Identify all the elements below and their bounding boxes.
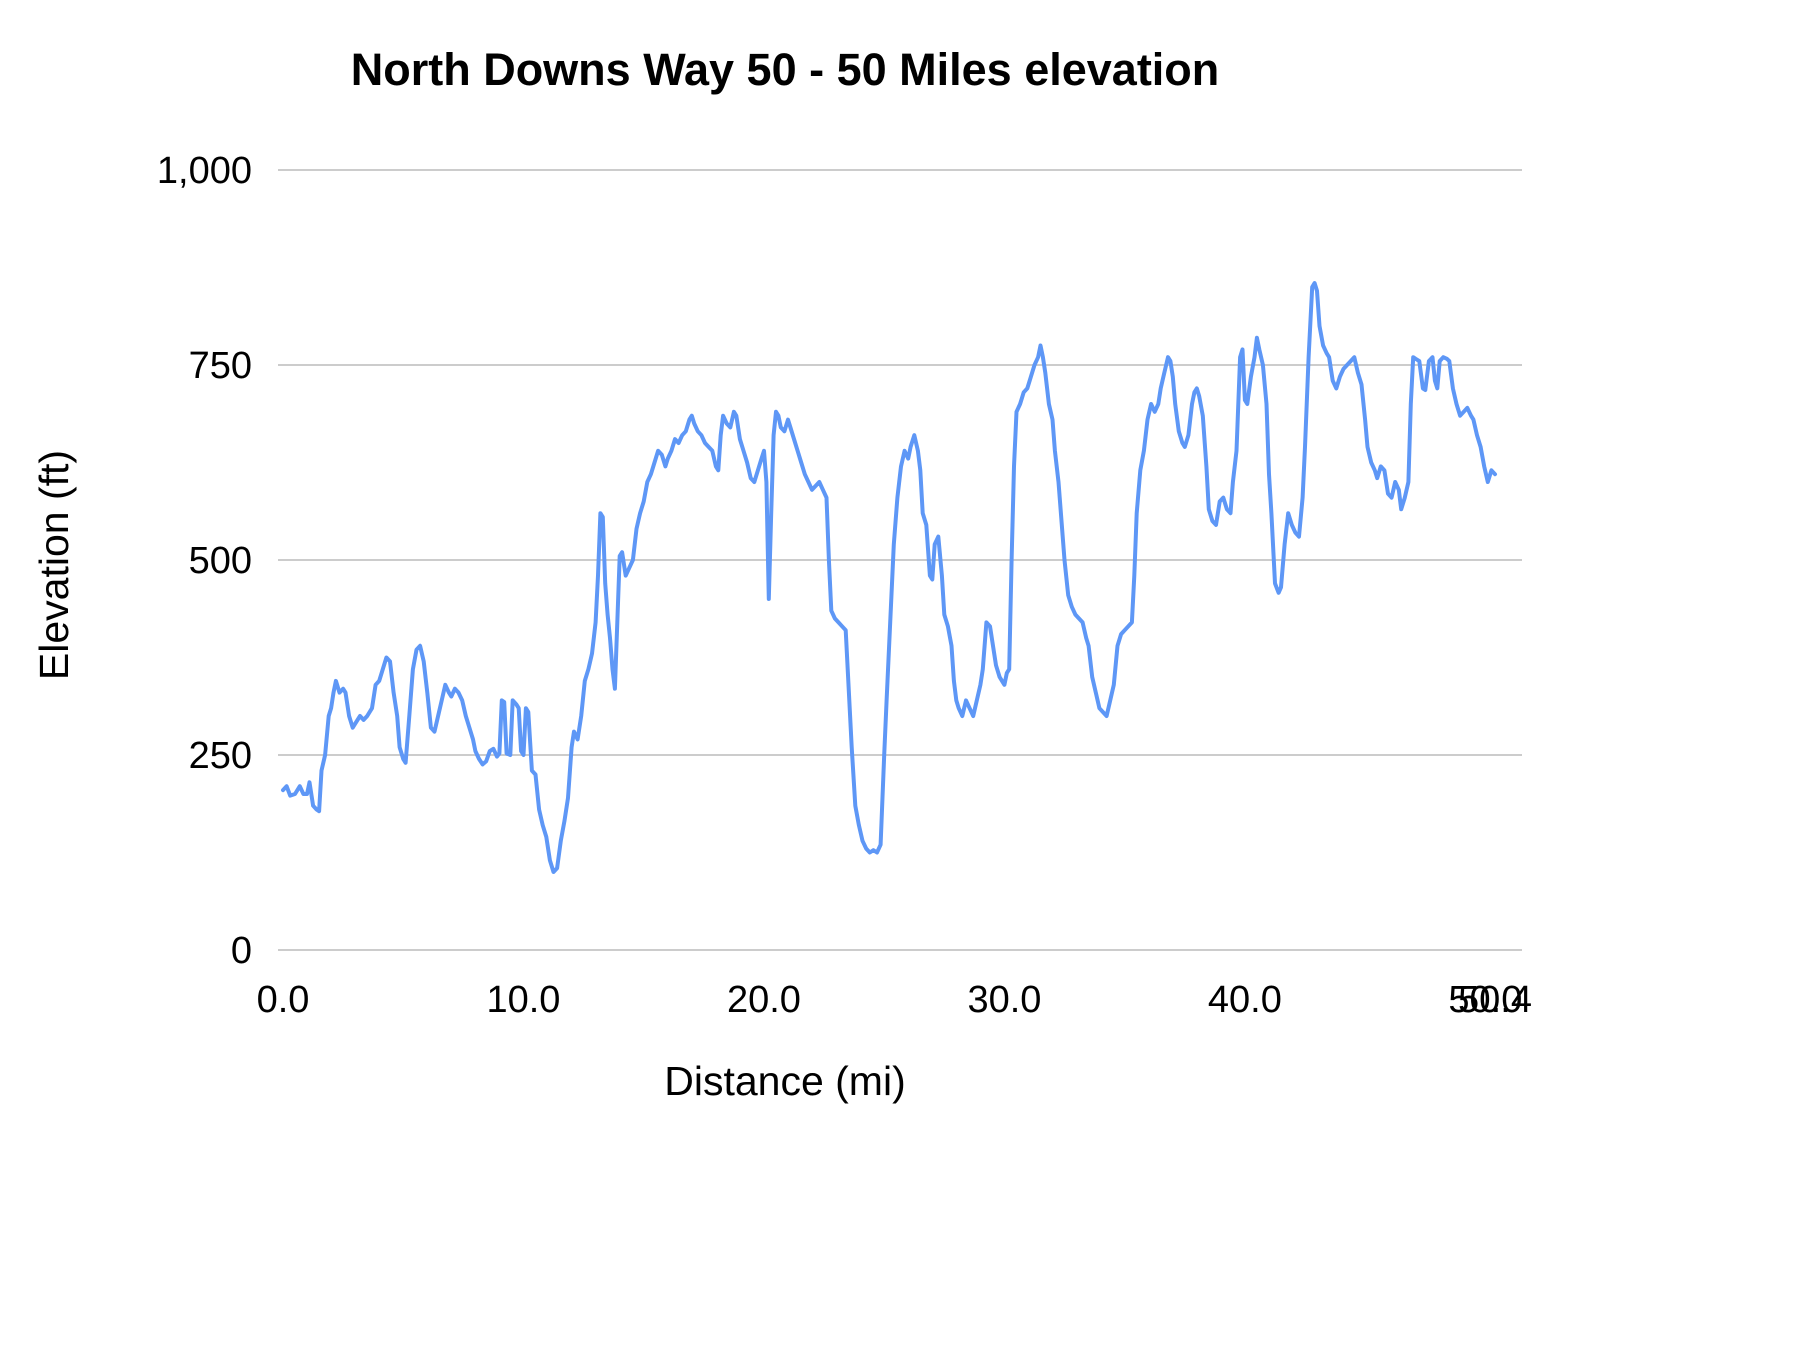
x-tick-label: 10.0	[486, 979, 560, 1021]
y-tick-label: 1,000	[157, 150, 252, 192]
y-tick-label: 500	[189, 540, 252, 582]
x-tick-label: 0.0	[257, 979, 310, 1021]
chart-title: North Downs Way 50 - 50 Miles elevation	[351, 44, 1220, 95]
x-tick-label: 30.0	[967, 979, 1041, 1021]
x-axis-tick-labels: 0.0 10.0 20.0 30.0 40.0 50.050.4	[257, 979, 1532, 1021]
y-axis-tick-labels: 0 250 500 750 1,000	[157, 150, 252, 972]
x-tick-label: 50.0	[1448, 979, 1522, 1021]
x-tick-label: 20.0	[727, 979, 801, 1021]
y-tick-label: 750	[189, 345, 252, 387]
x-tick-label: 50.4	[1458, 979, 1532, 1021]
x-tick-label: 40.0	[1208, 979, 1282, 1021]
y-tick-label: 250	[189, 735, 252, 777]
y-axis-title: Elevation (ft)	[31, 450, 77, 680]
x-axis-title: Distance (mi)	[664, 1058, 905, 1104]
gridlines	[278, 169, 1522, 951]
y-tick-label: 0	[231, 930, 252, 972]
elevation-line-series	[281, 281, 1497, 874]
